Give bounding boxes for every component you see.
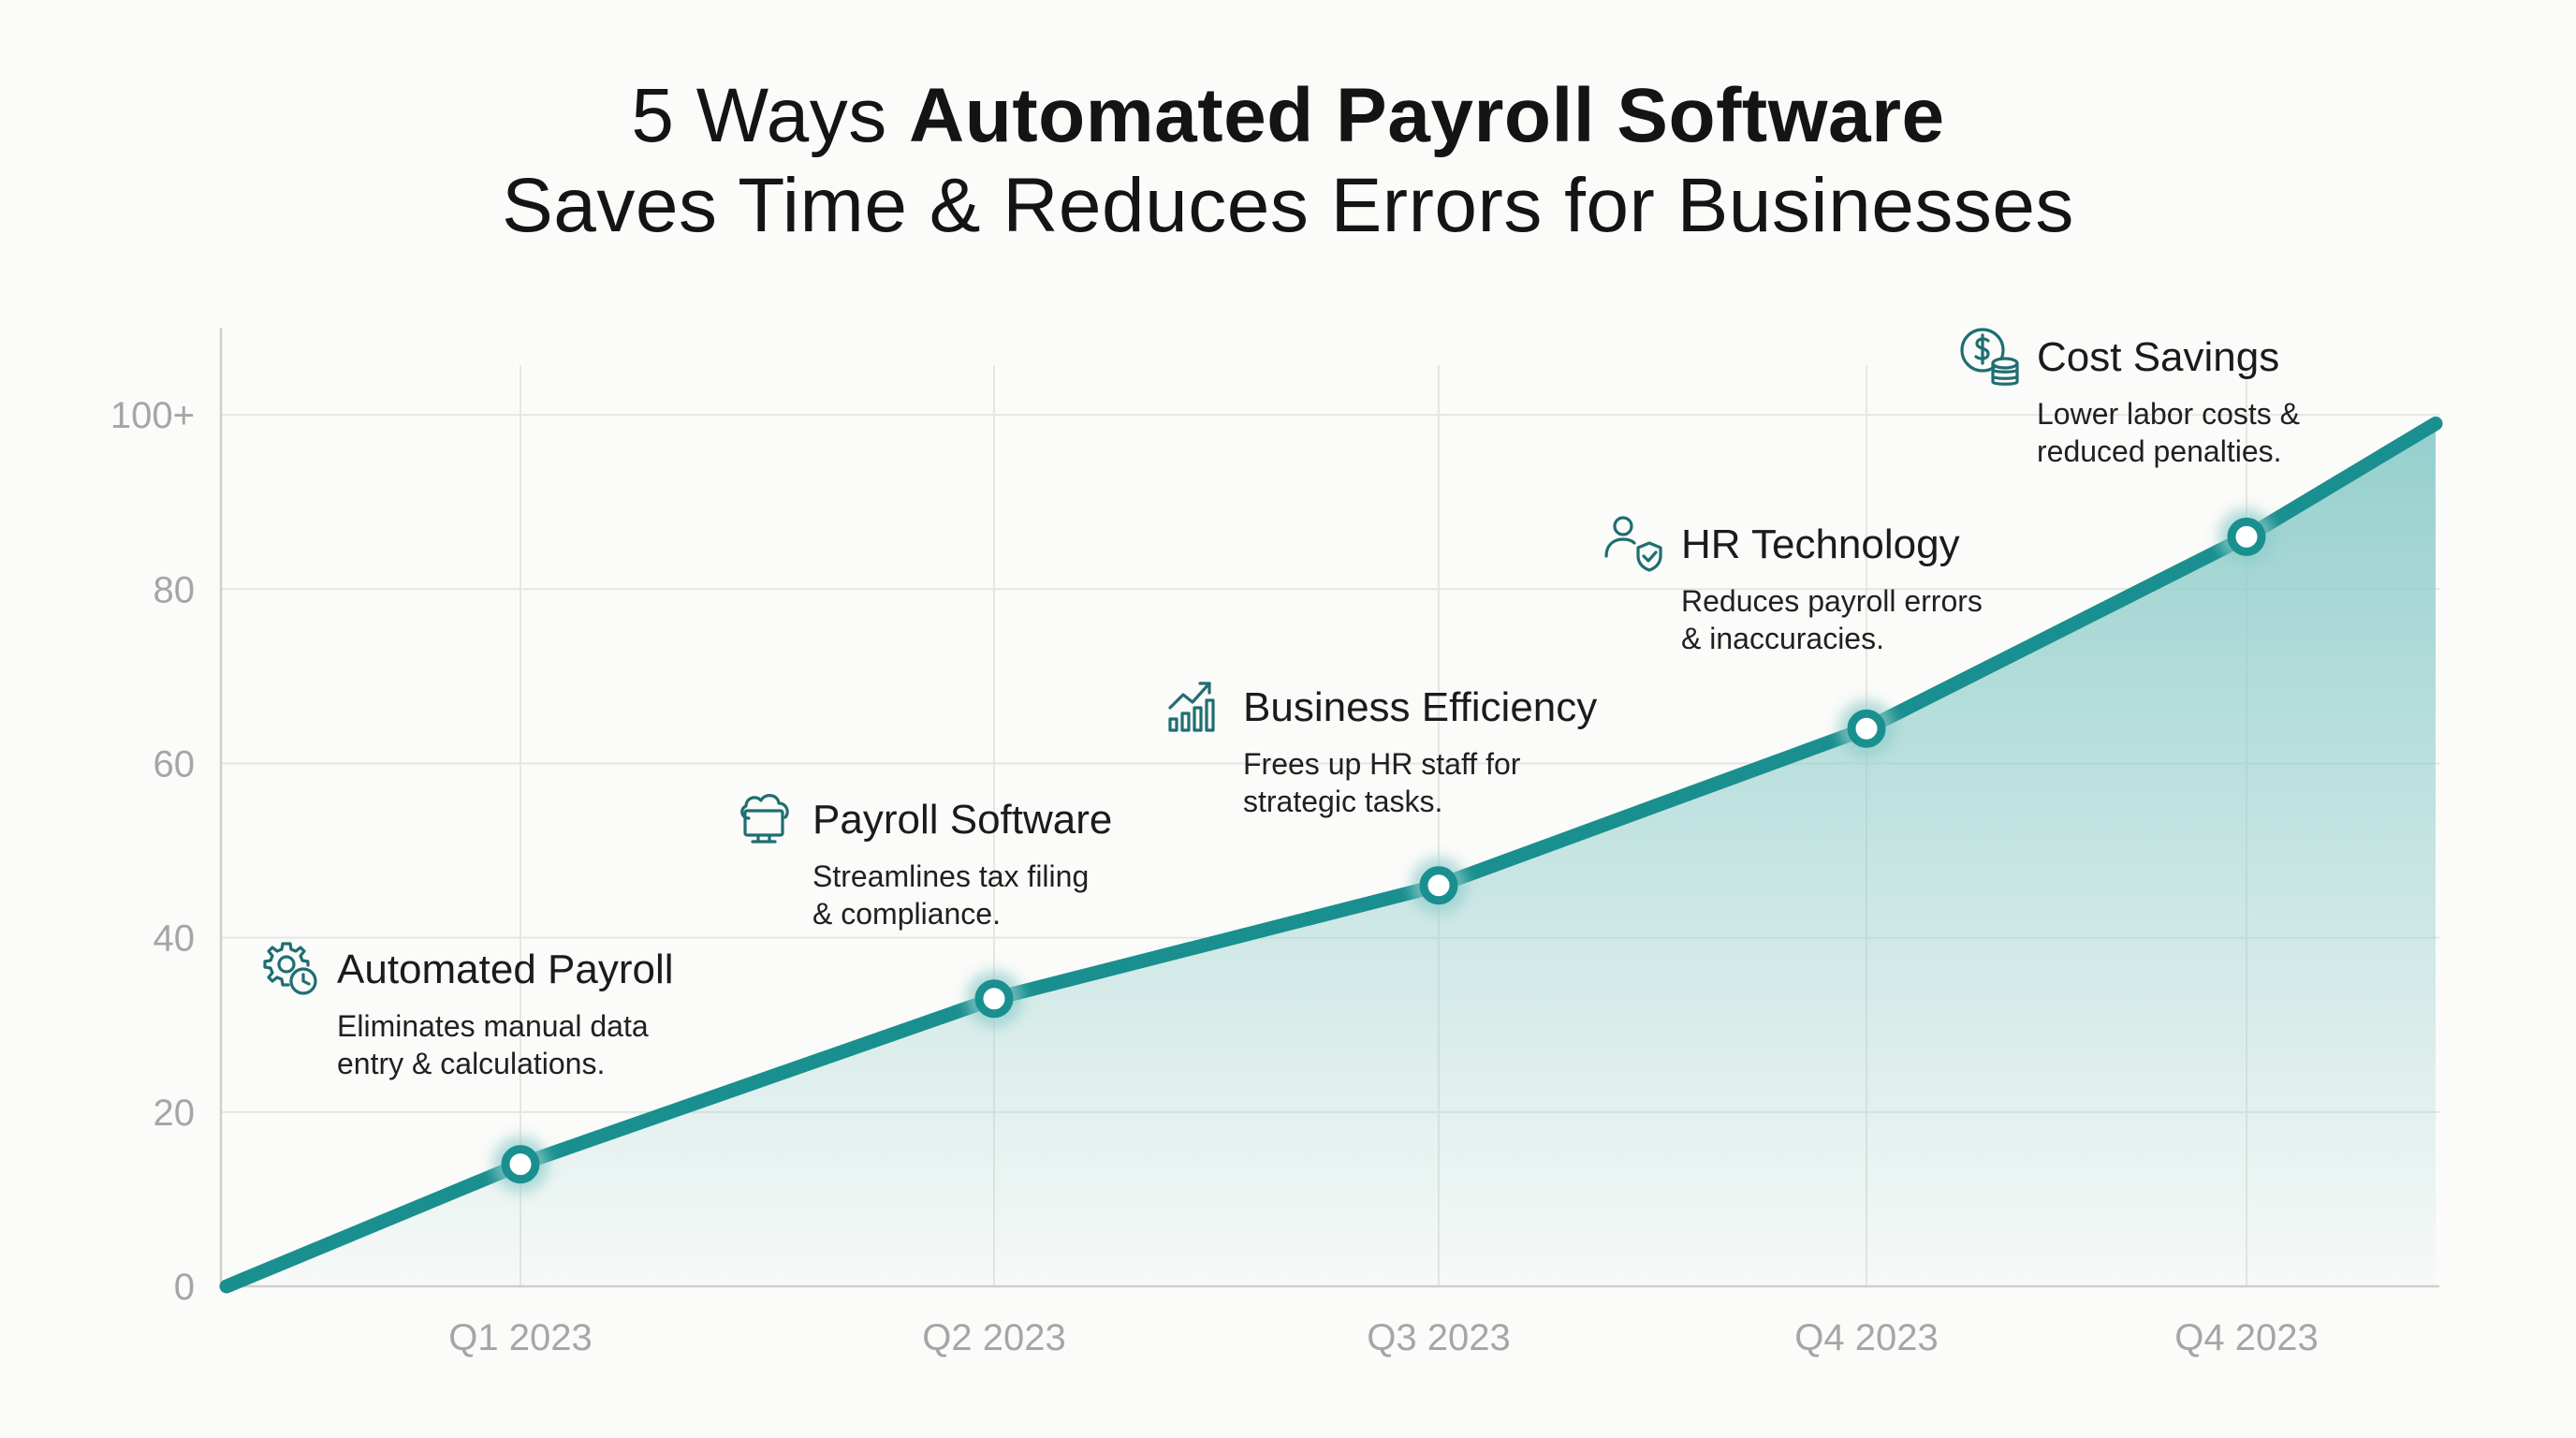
y-tick-label: 80 — [154, 569, 196, 610]
callout-description-line: strategic tasks. — [1243, 785, 1443, 818]
y-tick-label: 60 — [154, 743, 196, 785]
gear-clock-icon — [263, 942, 317, 995]
data-point — [501, 1145, 540, 1184]
x-tick-label: Q4 2023 — [2174, 1317, 2318, 1358]
callout-description-line: Streamlines tax filing — [812, 859, 1090, 893]
data-point — [974, 979, 1014, 1019]
data-point — [1419, 866, 1458, 905]
y-tick-label: 40 — [154, 918, 196, 960]
callout-business-efficiency: Business Efficiency Frees up HR staff fo… — [1164, 674, 1689, 833]
callout-description-line: & inaccuracies. — [1681, 622, 1884, 655]
callout-description-line: Lower labor costs & — [2037, 397, 2301, 431]
callout-heading: Automated Payroll — [337, 946, 674, 992]
callout-description: Reduces payroll errors & inaccuracies. — [1681, 582, 2084, 657]
callout-payroll-software: Payroll Software Streamlines tax filing … — [734, 786, 1239, 946]
x-tick-label: Q2 2023 — [922, 1317, 1065, 1358]
x-tick-label: Q1 2023 — [448, 1317, 592, 1358]
dollar-coins-icon — [1960, 328, 2019, 386]
callout-description: Frees up HR staff for strategic tasks. — [1243, 745, 1646, 820]
callout-cost-savings: Cost Savings Lower labor costs & reduced… — [1958, 324, 2482, 483]
callout-heading: Payroll Software — [812, 797, 1113, 843]
growth-chart-icon — [1168, 682, 1215, 732]
y-tick-label: 0 — [174, 1267, 195, 1308]
callout-heading: Business Efficiency — [1243, 684, 1598, 730]
y-tick-label: 20 — [154, 1093, 196, 1134]
callout-description-line: entry & calculations. — [337, 1047, 606, 1080]
callout-heading: HR Technology — [1681, 521, 1960, 567]
x-tick-label: Q3 2023 — [1367, 1317, 1510, 1358]
y-tick-label: 100+ — [110, 395, 195, 436]
title-prefix: 5 Ways — [631, 73, 910, 158]
callout-description-line: & compliance. — [812, 897, 1001, 931]
callout-description: Eliminates manual data entry & calculati… — [337, 1007, 739, 1082]
callout-description: Streamlines tax filing & compliance. — [812, 858, 1215, 932]
title-bold: Automated Payroll Software — [909, 73, 1945, 158]
data-point — [1847, 709, 1886, 748]
data-point — [2227, 517, 2266, 556]
callout-description-line: Eliminates manual data — [337, 1009, 649, 1043]
callout-description: Lower labor costs & reduced penalties. — [2037, 395, 2439, 470]
x-tick-label: Q4 2023 — [1794, 1317, 1938, 1358]
cloud-monitor-icon — [740, 794, 789, 844]
callout-automated-payroll: Automated Payroll Eliminates manual data… — [258, 936, 764, 1095]
callout-description-line: reduced penalties. — [2037, 434, 2282, 468]
callout-description-line: Reduces payroll errors — [1681, 584, 1983, 618]
title-line-1: 5 Ways Automated Payroll Software — [0, 71, 2576, 161]
callout-heading: Cost Savings — [2037, 334, 2280, 380]
user-shield-icon — [1604, 516, 1662, 572]
callout-hr-technology: HR Technology Reduces payroll errors & i… — [1603, 511, 2127, 670]
title-line-2: Saves Time & Reduces Errors for Business… — [502, 163, 2074, 248]
callout-description-line: Frees up HR staff for — [1243, 747, 1521, 781]
area-fill — [227, 423, 2436, 1286]
